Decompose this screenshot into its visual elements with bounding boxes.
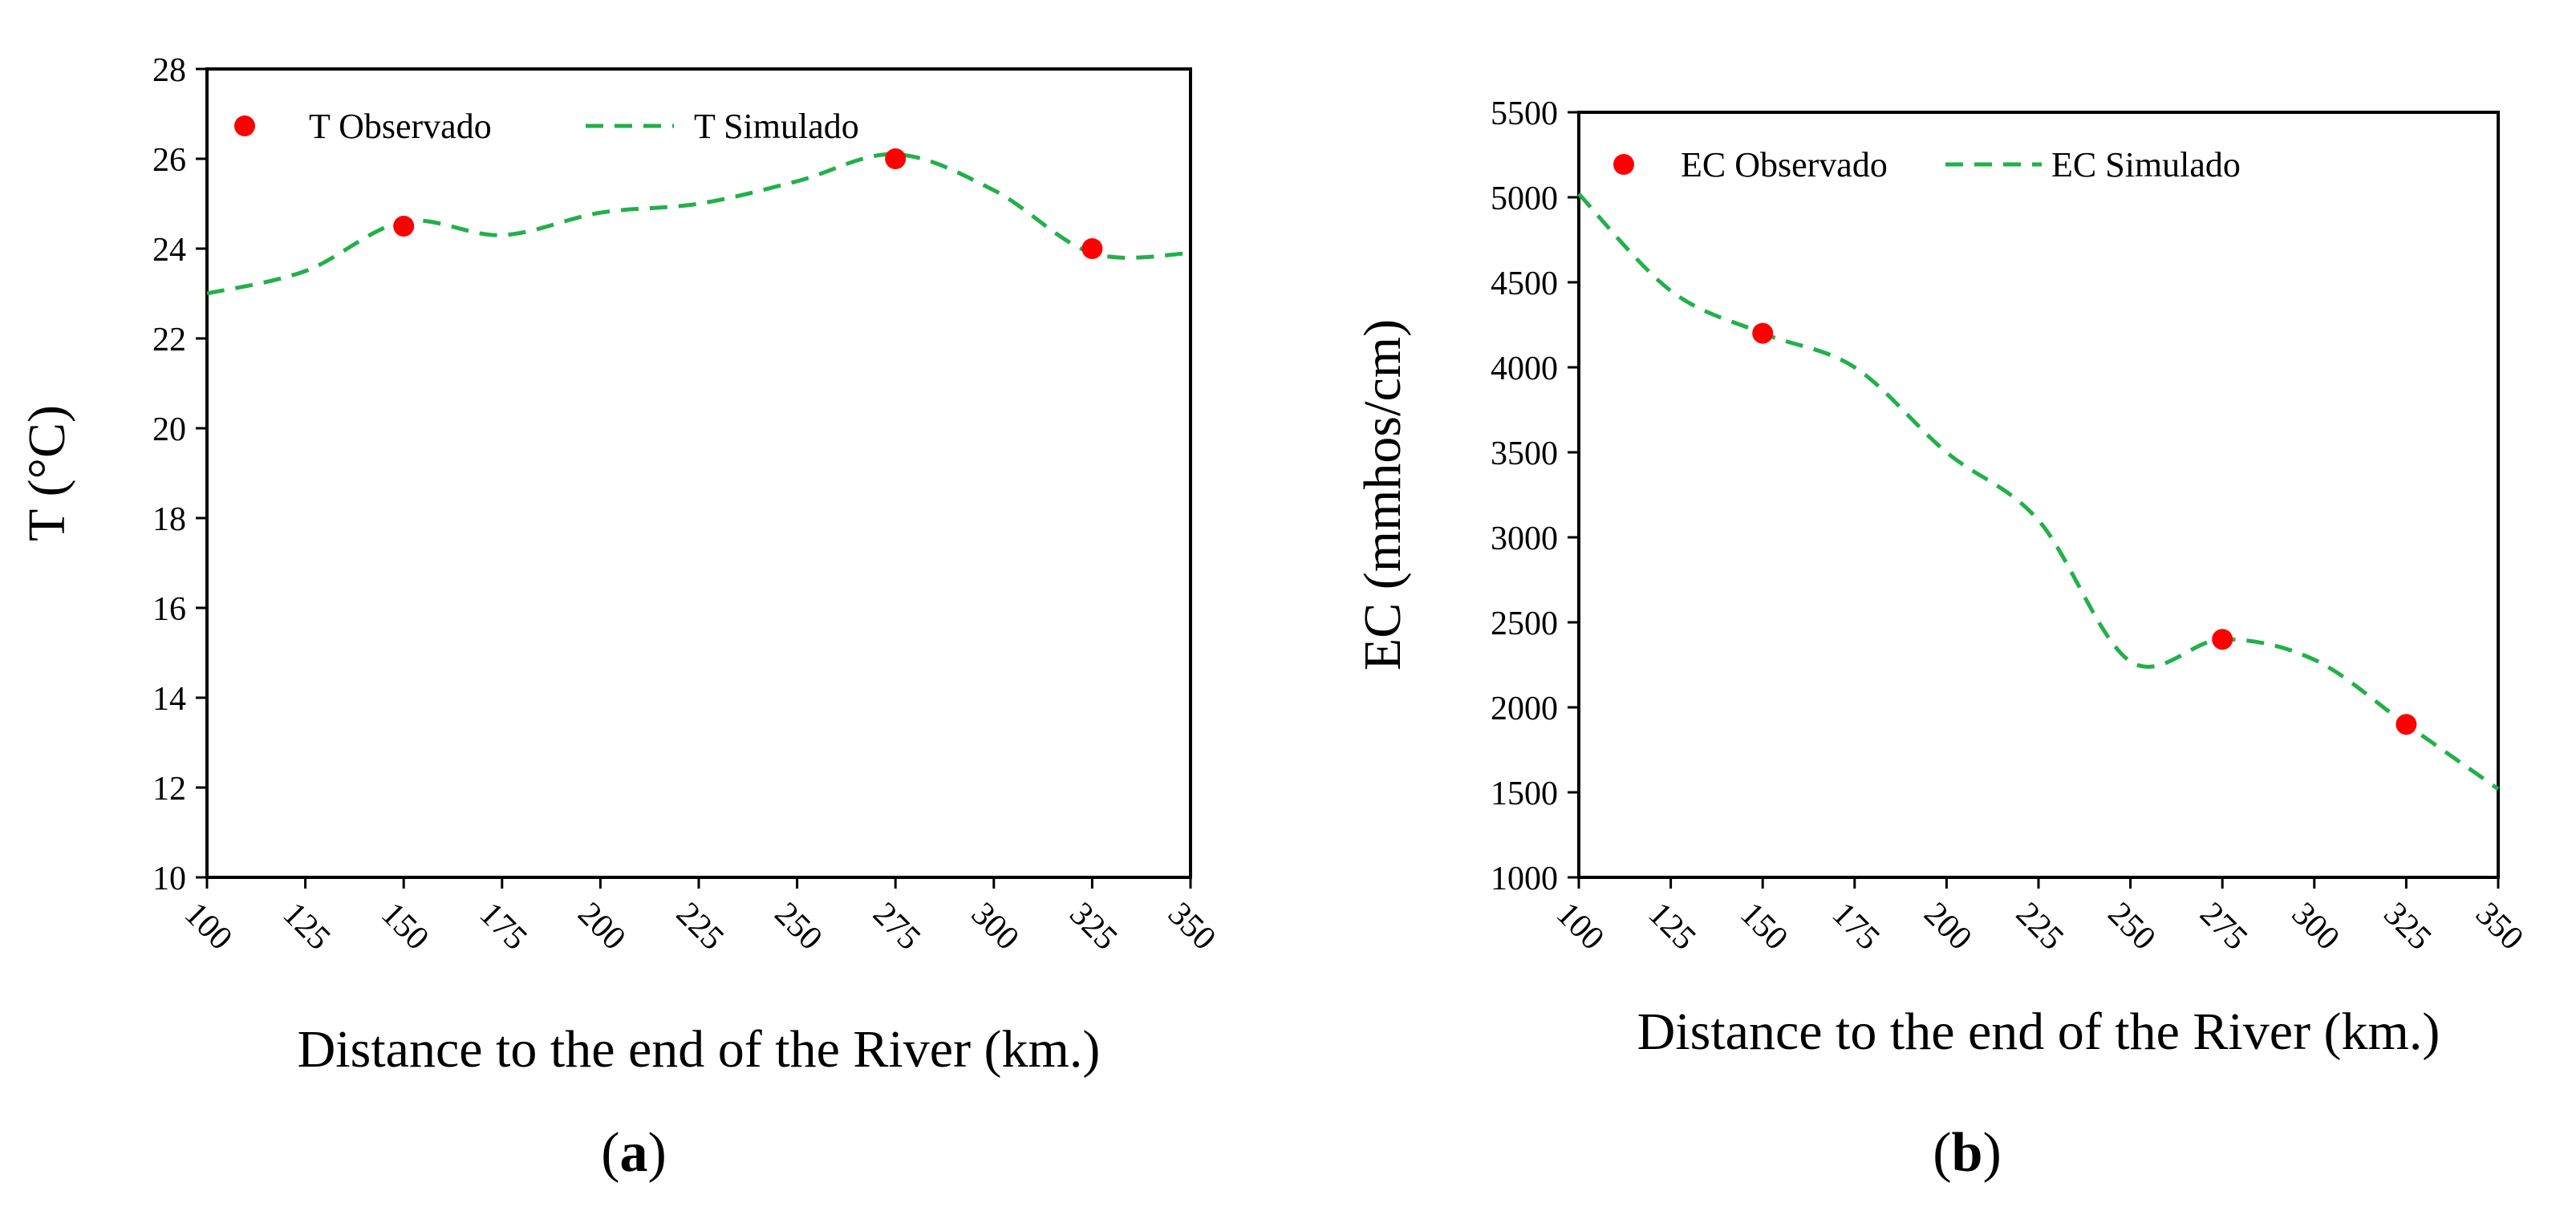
- plot-area: [205, 67, 1192, 879]
- y-tick-label: 18: [152, 501, 186, 538]
- x-tick-label: 125: [1641, 896, 1703, 958]
- chart-conductivity: 1000 1500 2000 2500 3000 3500 4000 4500 5000 5500…: [1353, 95, 2530, 1184]
- x-tick-label: 100: [177, 896, 239, 958]
- observed-point: [1752, 322, 1774, 344]
- x-tick-label: 150: [1733, 896, 1795, 958]
- plot-area: [1577, 111, 2500, 879]
- x-tick-label: 300: [2285, 896, 2347, 958]
- x-tick-label: 200: [1917, 896, 1978, 958]
- observed-point: [885, 148, 907, 169]
- legend-observed-marker: [234, 115, 255, 136]
- x-tick-label: 325: [2376, 896, 2438, 958]
- x-tick-label: 275: [2193, 896, 2254, 958]
- legend-simulated-label: EC Simulado: [2051, 145, 2241, 184]
- y-tick-label: 1000: [1491, 861, 1558, 897]
- x-axis-title: Distance to the end of the River (km.): [298, 1020, 1101, 1079]
- y-axis-title: T (°C): [18, 405, 76, 541]
- y-tick-label: 5000: [1491, 180, 1558, 217]
- y-tick-label: 5500: [1491, 95, 1558, 132]
- x-tick-label: 175: [1825, 896, 1887, 958]
- y-tick-label: 3000: [1491, 520, 1558, 557]
- legend: EC Observado EC Simulado: [1613, 145, 2241, 184]
- x-tick-label: 225: [669, 896, 731, 958]
- legend: T Observado T Simulado: [234, 107, 859, 146]
- y-tick-label: 16: [152, 591, 186, 628]
- x-tick-label: 225: [2009, 896, 2071, 958]
- y-tick-label: 22: [152, 322, 186, 358]
- legend-simulated-label: T Simulado: [694, 107, 859, 146]
- simulated-series-line: [206, 152, 1191, 296]
- x-tick-label: 175: [473, 896, 534, 958]
- x-tick-label: 250: [2101, 896, 2163, 958]
- observed-point: [2395, 714, 2417, 735]
- x-tick-label: 350: [2468, 896, 2530, 958]
- y-tick-label: 1500: [1491, 776, 1558, 812]
- y-tick-label: 24: [152, 232, 186, 269]
- panel-label: (b): [1933, 1122, 2002, 1184]
- legend-observed-marker: [1613, 154, 1634, 175]
- y-tick-label: 20: [152, 411, 186, 448]
- simulated-series-line: [1577, 192, 2500, 791]
- x-tick-label: 350: [1161, 896, 1223, 958]
- observed-point: [1081, 238, 1103, 259]
- y-tick-label: 2500: [1491, 605, 1558, 642]
- x-tick-label: 150: [374, 896, 436, 958]
- x-tick-label: 275: [866, 896, 927, 958]
- y-tick-label: 26: [152, 142, 186, 179]
- y-axis-title: EC (mmhos/cm): [1353, 319, 1412, 670]
- x-tick-label: 125: [276, 896, 338, 958]
- y-tick-label: 2000: [1491, 690, 1558, 727]
- y-tick-label: 4500: [1491, 265, 1558, 302]
- x-tick-label: 100: [1549, 896, 1611, 958]
- panel-label: (a): [601, 1122, 667, 1184]
- legend-observed-label: EC Observado: [1681, 145, 1888, 184]
- y-tick-label: 12: [152, 771, 186, 808]
- observed-point: [393, 216, 415, 237]
- x-axis-title: Distance to the end of the River (km.): [1637, 1002, 2440, 1061]
- x-tick-label: 200: [570, 896, 632, 958]
- y-tick-label: 10: [152, 861, 186, 897]
- y-tick-label: 14: [152, 681, 186, 718]
- y-tick-label: 3500: [1491, 435, 1558, 472]
- chart-temperature: 10 12 14 16 18 20 22 24 26 28 100 125 150 175 200 225 25…: [18, 52, 1223, 1184]
- x-tick-label: 300: [964, 896, 1026, 958]
- y-tick-label: 28: [152, 52, 186, 89]
- y-tick-label: 4000: [1491, 350, 1558, 387]
- x-tick-label: 325: [1062, 896, 1124, 958]
- legend-observed-label: T Observado: [309, 107, 492, 146]
- observed-point: [2212, 629, 2233, 650]
- x-tick-label: 250: [768, 896, 830, 958]
